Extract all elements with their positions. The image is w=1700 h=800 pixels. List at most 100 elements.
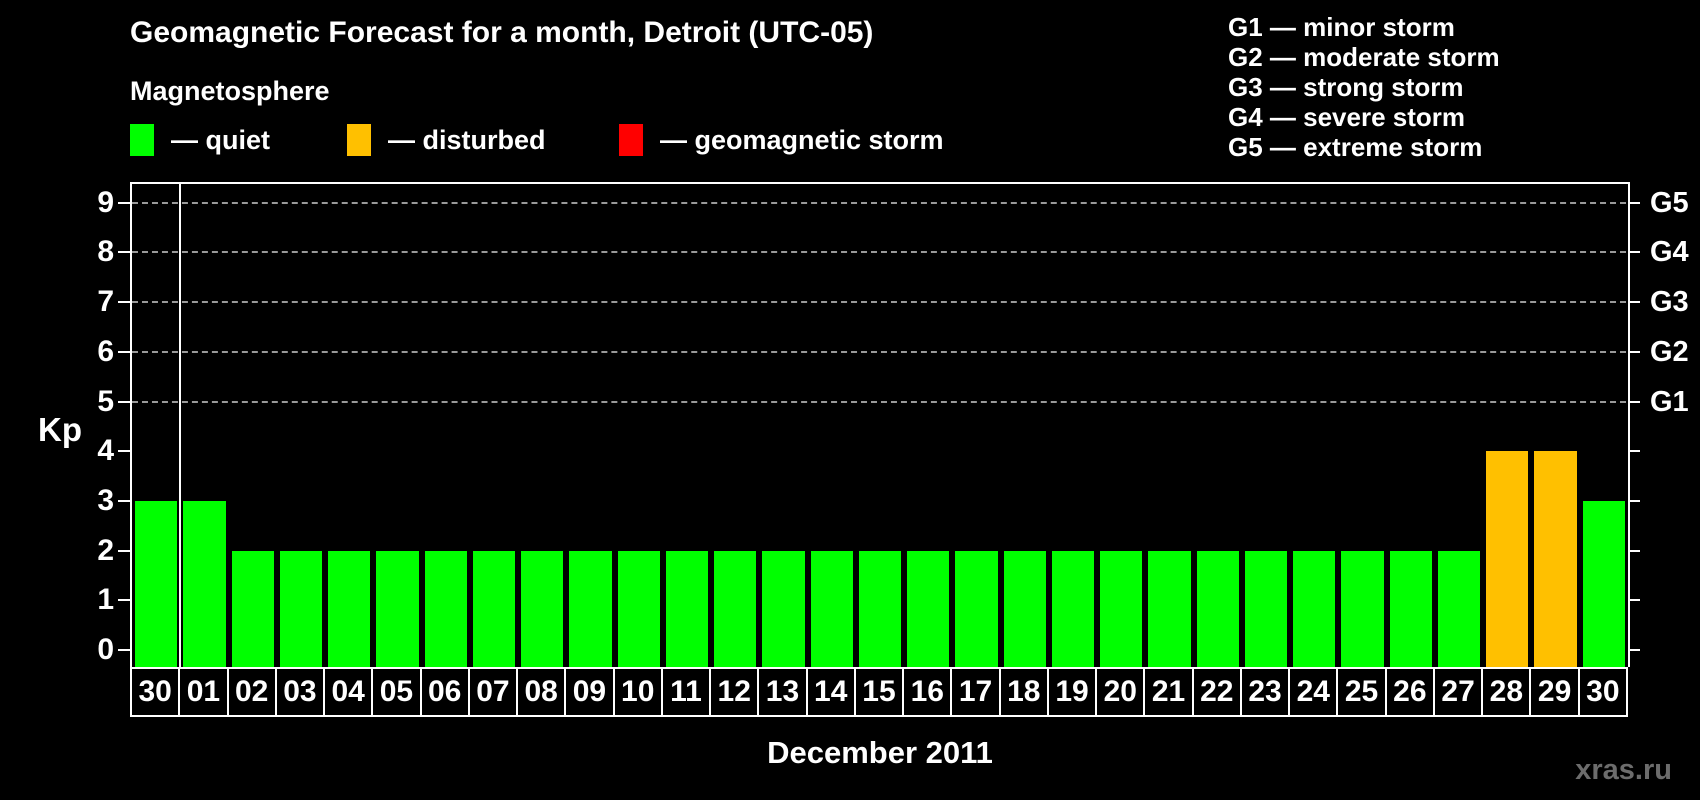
y-axis-tick: [1628, 649, 1640, 651]
plot-area-border: [130, 182, 1630, 667]
day-label-cell: 17: [950, 667, 1001, 717]
legend-item-disturbed: — disturbed: [347, 123, 546, 157]
day-label-cell: 19: [1046, 667, 1098, 717]
y-axis-tick-label: 0: [97, 633, 114, 666]
kp-bar: [279, 550, 323, 667]
kp-bar: [376, 550, 419, 667]
kp-bar: [1003, 550, 1046, 667]
kp-bar: [714, 550, 757, 667]
y-axis-tick: [1628, 599, 1640, 602]
y-axis-tick: [118, 251, 130, 254]
legend-label-quiet: — quiet: [171, 124, 270, 155]
g-scale-legend-line: G2 — moderate storm: [1228, 42, 1500, 72]
y-axis-tick: [118, 350, 130, 353]
kp-bar: [1582, 500, 1625, 667]
day-label-cell: 02: [226, 667, 277, 717]
kp-bar: [231, 550, 274, 667]
y-axis-tick: [118, 301, 130, 304]
quiet-color-swatch: [130, 124, 154, 156]
y-axis-tick-label: 7: [97, 285, 114, 319]
g-level-label: G1: [1650, 385, 1689, 418]
y-axis-tick: [118, 649, 130, 651]
y-axis-tick-label: 4: [97, 434, 114, 468]
y-axis-tick-label: 3: [97, 483, 114, 517]
kp-bar: [1244, 550, 1288, 667]
y-axis-tick: [118, 450, 130, 453]
y-axis-tick: [118, 599, 130, 602]
g-level-label: G4: [1650, 236, 1689, 269]
kp-bar: [858, 550, 902, 667]
g-scale-legend-line: G5 — extreme storm: [1228, 132, 1483, 162]
y-axis-tick: [1628, 450, 1640, 453]
kp-bar: [424, 550, 467, 667]
day-label-cell: 05: [371, 667, 422, 717]
day-label-cell: 22: [1191, 667, 1242, 717]
kp-bar: [1534, 451, 1577, 667]
day-label-cell: 29: [1529, 667, 1580, 717]
kp-bar: [1196, 550, 1239, 667]
kp-bar: [1293, 550, 1336, 667]
g-level-label: G2: [1650, 335, 1689, 368]
kp-bar: [135, 500, 178, 667]
y-axis-tick-label: 1: [97, 583, 114, 617]
y-axis-tick: [1628, 350, 1640, 353]
day-label-cell: 26: [1384, 667, 1435, 717]
storm-color-swatch: [619, 124, 643, 156]
month-separator-line: [179, 184, 182, 667]
day-label-cell: 03: [274, 667, 326, 717]
kp-bar: [1051, 550, 1095, 667]
y-axis-tick: [1628, 499, 1640, 502]
y-axis-tick-label: 6: [97, 334, 114, 368]
g-level-label: G3: [1650, 286, 1689, 319]
y-axis-tick: [118, 201, 130, 204]
y-axis-tick-label: 5: [97, 384, 114, 418]
g-scale-legend: G1 — minor storm G2 — moderate storm G3 — …: [1228, 12, 1500, 162]
day-label-cell: 21: [1143, 667, 1194, 717]
kp-bar: [569, 550, 612, 667]
day-label-cell: 24: [1288, 667, 1339, 717]
day-label-cell: 11: [660, 667, 712, 717]
y-axis-tick: [1628, 301, 1640, 304]
gridline: [132, 201, 1626, 204]
kp-bar: [762, 550, 805, 667]
g-scale-legend-line: G1 — minor storm: [1228, 12, 1455, 42]
day-label-cell: 12: [709, 667, 760, 717]
disturbed-color-swatch: [347, 124, 371, 156]
legend-label-disturbed: — disturbed: [388, 124, 546, 155]
day-label-cell: 18: [998, 667, 1049, 717]
kp-bar: [1341, 550, 1384, 667]
kp-bar: [521, 550, 564, 667]
legend-label-storm: — geomagnetic storm: [660, 124, 944, 155]
legend-item-storm: — geomagnetic storm: [619, 123, 944, 157]
y-axis-tick: [1628, 549, 1640, 552]
kp-bar: [1100, 550, 1143, 667]
y-axis-tick: [118, 400, 130, 403]
gridline: [132, 251, 1626, 254]
y-axis-tick: [118, 499, 130, 502]
day-label-cell: 30: [130, 667, 181, 717]
day-label-cell: 16: [902, 667, 953, 717]
y-axis-tick-label: 8: [97, 235, 114, 269]
x-axis-title: December 2011: [767, 735, 993, 770]
kp-bar: [810, 550, 853, 667]
kp-bar: [328, 550, 371, 667]
gridline: [132, 350, 1626, 353]
y-axis-tick-label: 2: [97, 533, 114, 567]
day-label-cell: 14: [805, 667, 856, 717]
kp-bar: [907, 550, 950, 667]
gridline: [132, 400, 1626, 403]
kp-bar: [1389, 550, 1432, 667]
day-label-cell: 09: [564, 667, 615, 717]
day-label-cell: 10: [612, 667, 663, 717]
y-axis-tick: [1628, 400, 1640, 403]
day-label-cell: 13: [757, 667, 808, 717]
kp-bar: [472, 550, 516, 667]
day-label-cell: 01: [178, 667, 229, 717]
kp-bar: [1486, 451, 1529, 667]
magnetosphere-label: Magnetosphere: [130, 76, 330, 106]
gridline: [132, 301, 1626, 304]
day-label-cell: 04: [323, 667, 374, 717]
g-scale-legend-line: G4 — severe storm: [1228, 102, 1466, 132]
kp-bar: [955, 550, 998, 667]
